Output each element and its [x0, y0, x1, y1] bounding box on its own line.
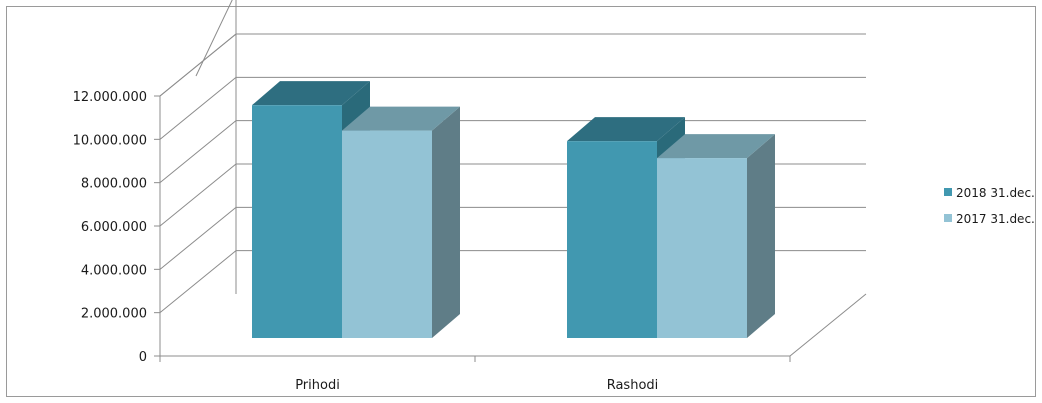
bar: [657, 134, 775, 338]
legend-label: 2018 31.dec.: [956, 186, 1035, 200]
category-label: Prihodi: [295, 378, 340, 393]
legend-swatch: [944, 214, 952, 222]
bar-side: [432, 106, 460, 338]
bar-front: [342, 130, 432, 338]
bar-top: [567, 117, 685, 142]
y-tick-labels: 0 2.000.000 4.000.000 6.000.000 8.000.000 10.…: [73, 90, 147, 365]
gridline: [159, 33, 237, 97]
gridline: [159, 76, 866, 140]
y-tick-label: 0: [139, 350, 147, 365]
bar: [342, 106, 460, 338]
y-tick-label: 10.000.000: [73, 133, 147, 148]
gridline: [195, 0, 233, 77]
y-tick-label: 6.000.000: [81, 220, 147, 235]
bar-front: [252, 105, 342, 339]
y-tick-label: 8.000.000: [81, 177, 147, 192]
bar-side: [747, 134, 775, 338]
category-label: Rashodi: [607, 378, 659, 393]
bar-front: [567, 141, 657, 338]
y-tick-label: 4.000.000: [81, 263, 147, 278]
bar-front: [657, 158, 747, 338]
bar-top: [252, 81, 370, 106]
category-labels: Prihodi Rashodi: [295, 378, 658, 393]
legend-swatch: [944, 188, 952, 196]
legend: 2018 31.dec. 2017 31.dec.: [944, 186, 1035, 226]
bar-top: [342, 106, 460, 131]
chart-frame: [6, 6, 1036, 397]
gridline: [159, 33, 866, 97]
bars: [252, 81, 775, 339]
y-tick-label: 12.000.000: [73, 90, 147, 105]
axes: [154, 95, 791, 362]
floor-edge: [789, 293, 867, 357]
bar-top: [657, 134, 775, 159]
legend-label: 2017 31.dec.: [956, 212, 1035, 226]
chart-walls: [235, 0, 867, 357]
y-tick-label: 2.000.000: [81, 307, 147, 322]
